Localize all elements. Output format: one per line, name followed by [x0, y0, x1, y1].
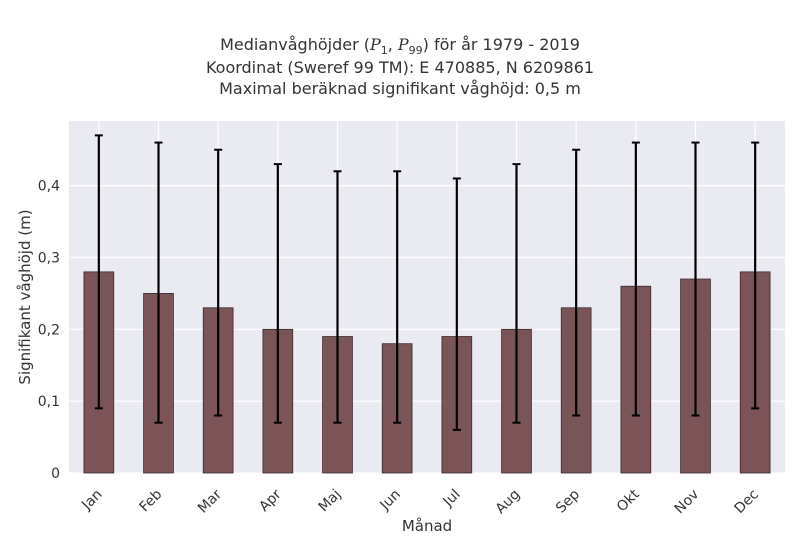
y-tick-label: 0	[51, 466, 60, 482]
x-tick-label: Feb	[136, 486, 165, 515]
x-tick-label: Mar	[195, 486, 225, 516]
chart-title-line-2: Koordinat (Sweref 99 TM): E 470885, N 62…	[205, 58, 595, 77]
x-tick-label: Jun	[377, 487, 404, 514]
title-p1-symbol: P	[369, 35, 381, 54]
y-axis-label: Signifikant våghöjd (m)	[16, 209, 34, 384]
title-suffix: ) för år 1979 - 2019	[422, 35, 580, 54]
error-bar-jan	[94, 134, 103, 410]
x-tick-label: Sep	[553, 486, 583, 516]
error-bar-aug	[512, 163, 521, 424]
error-bar-mar	[214, 148, 223, 417]
y-tick-labels: 0 0,1 0,2 0,3 0,4	[38, 179, 60, 482]
x-tick-label: Jul	[440, 487, 464, 511]
y-tick-label: 0,1	[38, 394, 60, 410]
title-p99-symbol: P	[397, 35, 409, 54]
title-separator: ,	[387, 35, 398, 54]
x-tick-label: Maj	[316, 487, 345, 516]
title-p1-subscript: 1	[380, 44, 388, 58]
x-tick-labels: Jan Feb Mar Apr Maj Jun Jul Aug Sep Okt Nov Dec	[78, 486, 762, 517]
error-bar-dec	[751, 141, 760, 410]
x-axis-label: Månad	[402, 517, 452, 535]
error-bar-feb	[154, 141, 163, 424]
title-prefix: Medianvåghöjder (	[220, 35, 370, 54]
y-gridlines	[69, 185, 785, 474]
plot-background	[69, 121, 785, 473]
error-bar-nov	[691, 141, 700, 417]
y-tick-label: 0,3	[38, 250, 60, 266]
error-bar-apr	[273, 163, 282, 424]
x-tick-label: Dec	[732, 487, 762, 517]
error-bars	[94, 134, 760, 431]
error-bar-sep	[572, 148, 581, 417]
x-tick-label: Jan	[78, 487, 105, 514]
error-bar-jun	[393, 170, 402, 424]
error-bar-maj	[333, 170, 342, 424]
title-p99-subscript: 99	[408, 44, 423, 58]
error-bar-jul	[452, 177, 461, 431]
x-tick-label: Okt	[614, 486, 643, 515]
chart-title-line-3: Maximal beräknad signifikant våghöjd: 0,…	[219, 79, 581, 98]
x-tick-label: Nov	[672, 487, 703, 518]
y-tick-label: 0,2	[38, 322, 60, 338]
y-tick-label: 0,4	[38, 179, 60, 195]
chart-title-line-1: Medianvåghöjder (P1, P99) för år 1979 - …	[0, 35, 800, 57]
x-tick-label: Aug	[493, 487, 524, 518]
error-bar-okt	[631, 141, 640, 417]
x-tick-label: Apr	[256, 486, 285, 515]
